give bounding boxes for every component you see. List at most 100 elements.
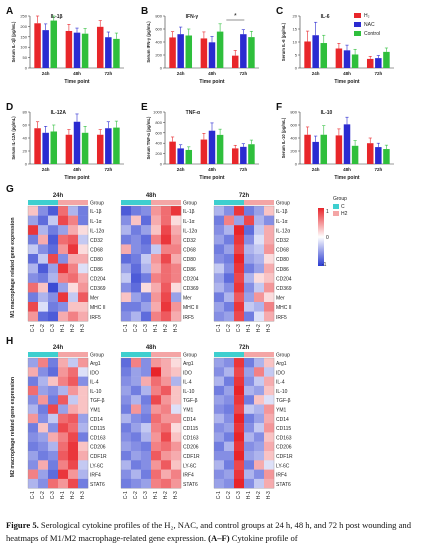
heatmap-cell xyxy=(141,292,152,303)
heatmap-cell xyxy=(38,292,49,303)
column-label: H-2 xyxy=(70,324,76,332)
heatmap-cell xyxy=(214,273,225,283)
heatmap-cell xyxy=(161,234,172,245)
heatmap-cell xyxy=(171,423,182,433)
heatmap-cell xyxy=(68,254,79,264)
heatmap-cell xyxy=(254,413,265,424)
gene-label: CD68 xyxy=(276,248,289,254)
heatmap-cell xyxy=(264,254,275,264)
bar xyxy=(375,147,382,164)
gene-label: IL-4 xyxy=(276,380,285,386)
bar xyxy=(248,37,255,68)
gene-label: CD369 xyxy=(183,286,199,292)
heatmap-cell xyxy=(78,478,89,489)
heatmap-cell xyxy=(38,254,49,264)
heatmap-cell xyxy=(234,254,245,264)
heatmap-cell xyxy=(254,385,265,396)
heatmap-cell xyxy=(68,395,79,405)
heatmap-cell xyxy=(131,460,142,470)
heatmap-cell xyxy=(244,460,255,470)
heatmap-cell xyxy=(131,423,142,433)
heatmap-cell xyxy=(131,413,142,424)
heatmap-cell xyxy=(161,423,172,433)
heatmap-cell xyxy=(151,469,162,480)
heatmap-cell xyxy=(131,302,142,312)
heatmap-time-label: 48h xyxy=(146,193,157,199)
heatmap-cell xyxy=(141,282,152,293)
heatmap-cell xyxy=(234,263,245,274)
y-tick-label: 600 xyxy=(155,130,162,135)
column-label: C-2 xyxy=(133,324,139,332)
y-tick-label: 0 xyxy=(25,66,28,71)
gene-label: CD206 xyxy=(276,445,292,451)
heatmap-cell xyxy=(28,225,39,235)
heatmap-cell xyxy=(48,469,59,480)
heatmap-cell xyxy=(171,244,182,255)
heatmap-cell xyxy=(254,273,265,283)
heatmap-cell xyxy=(234,395,245,405)
heatmap-cell xyxy=(141,254,152,264)
heatmap-cell xyxy=(254,469,265,480)
heatmap-cell xyxy=(78,282,89,293)
heatmap-cell xyxy=(68,376,79,387)
y-tick-label: 150 xyxy=(20,34,27,39)
y-tick-label: 200 xyxy=(290,149,297,154)
column-label: H-1 xyxy=(60,491,66,499)
heatmap-cell xyxy=(264,385,275,396)
heatmap-cell xyxy=(78,206,89,216)
heatmap-cell xyxy=(78,469,89,480)
heatmap-cell xyxy=(151,302,162,312)
heatmap-cell xyxy=(264,311,275,322)
chart-title: IL-6 xyxy=(321,14,330,20)
heatmap-cell xyxy=(121,358,132,368)
column-label: C-1 xyxy=(30,324,36,332)
heatmap-cell xyxy=(121,311,132,322)
heatmap-cell xyxy=(224,451,235,461)
heatmap-cell xyxy=(234,423,245,433)
heatmap-cell xyxy=(234,215,245,226)
bar-chart-d: D IL-12A 0 20 40 60 80 Serum IL-12A (pg/mL) Time… xyxy=(6,102,124,181)
heatmap-cell xyxy=(38,469,49,480)
bar xyxy=(231,55,239,68)
heatmap-cell xyxy=(38,404,49,414)
heatmap-border xyxy=(213,357,275,489)
bar xyxy=(81,132,89,164)
bar xyxy=(177,34,184,68)
gene-label: IL-4 xyxy=(90,380,99,386)
heatmap-cell xyxy=(151,282,162,293)
heatmap-cell xyxy=(244,234,255,245)
heatmap-cell xyxy=(171,441,182,452)
bar xyxy=(320,43,328,68)
heatmap-cell xyxy=(254,244,265,255)
heatmap-cell xyxy=(264,469,275,480)
heatmap-cell xyxy=(214,254,225,264)
gene-label: Arg1 xyxy=(183,361,194,367)
y-tick-label: 15 xyxy=(293,27,298,32)
bar-chart-f: F IL-10 0 200 400 600 800 Serum IL-10 (pg/mL) Ti… xyxy=(276,102,394,181)
heatmap-cell xyxy=(78,273,89,283)
bar xyxy=(34,23,41,69)
heatmap-cell xyxy=(214,451,225,461)
heatmap-cell xyxy=(214,263,225,274)
heatmap-cell xyxy=(224,254,235,264)
group-label: Group xyxy=(183,201,197,207)
x-tick-label: 48h xyxy=(73,167,81,172)
bar xyxy=(200,38,208,68)
heatmap-cell xyxy=(28,234,39,245)
legend-label: Control xyxy=(364,31,380,37)
heatmap-cell xyxy=(171,282,182,293)
y-tick-label: 600 xyxy=(290,123,297,128)
bar xyxy=(208,130,216,164)
heatmap-cell xyxy=(28,385,39,396)
gene-label: CD80 xyxy=(183,257,196,263)
heatmap-cell xyxy=(254,376,265,387)
heatmap-cell xyxy=(161,244,172,255)
heatmap-cell xyxy=(171,234,182,245)
heatmap-cell xyxy=(161,432,172,442)
heatmap-cell xyxy=(48,234,59,245)
column-label: C-3 xyxy=(236,491,242,499)
heatmap-cell xyxy=(171,358,182,368)
bar xyxy=(65,30,73,69)
heatmap-cell xyxy=(264,358,275,368)
heatmap-cell xyxy=(151,215,162,226)
